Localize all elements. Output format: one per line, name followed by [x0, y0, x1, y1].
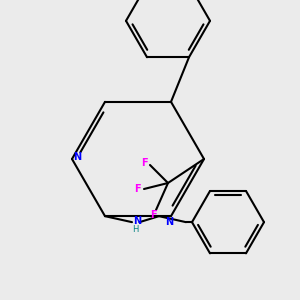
Text: F: F	[134, 184, 141, 194]
Text: F: F	[141, 158, 148, 168]
Text: N: N	[134, 216, 142, 226]
Text: F: F	[150, 210, 156, 220]
Text: N: N	[165, 217, 174, 226]
Text: N: N	[73, 152, 82, 163]
Text: H: H	[132, 225, 139, 234]
